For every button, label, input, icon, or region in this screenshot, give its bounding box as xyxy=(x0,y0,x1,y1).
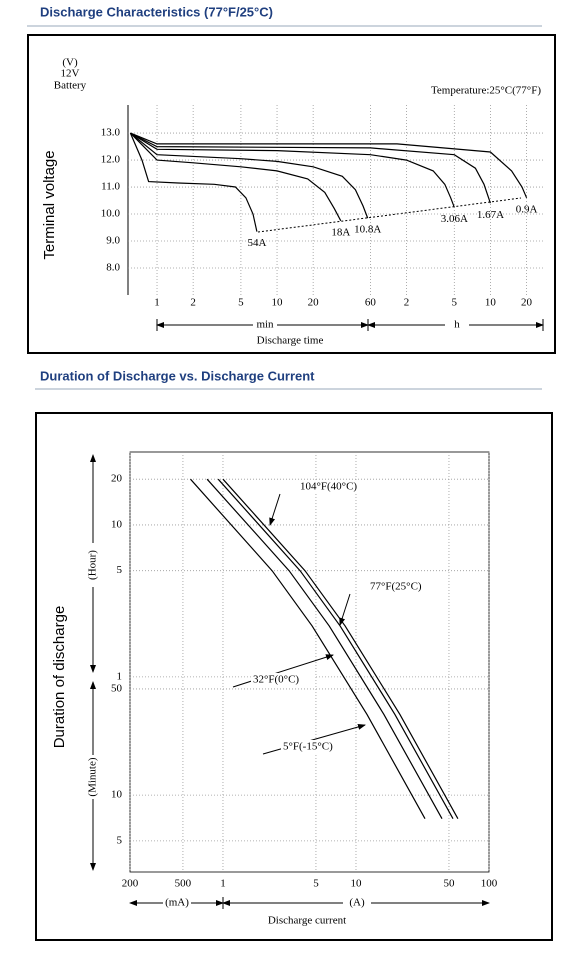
series-label: 77°F(25°C) xyxy=(370,581,422,593)
chart-title: Duration of Discharge vs. Discharge Curr… xyxy=(40,368,315,383)
curve xyxy=(206,478,443,819)
label-bg xyxy=(253,319,277,331)
label-bg xyxy=(343,897,371,909)
y-tick-label: 1 xyxy=(117,670,123,682)
annotation: (mA) xyxy=(165,897,189,909)
x-axis-title: Discharge current xyxy=(268,915,346,927)
annotation: 12V xyxy=(61,68,80,80)
annotation: h xyxy=(454,319,460,331)
annotation: (Hour) xyxy=(87,550,99,580)
x-tick-label: 200 xyxy=(122,878,139,890)
y-tick-label: 11.0 xyxy=(101,181,120,193)
curve xyxy=(130,132,491,204)
curve xyxy=(222,478,459,819)
y-tick-label: 50 xyxy=(111,682,123,694)
curve xyxy=(130,132,528,199)
x-tick-label: 20 xyxy=(521,297,533,309)
y-tick-label: 10 xyxy=(111,518,123,530)
x-tick-label: 10 xyxy=(485,297,497,309)
y-tick-label: 10 xyxy=(111,789,123,801)
x-tick-label: 100 xyxy=(481,878,498,890)
series-label: 10.8A xyxy=(354,224,381,236)
x-axis-title: Discharge time xyxy=(257,335,324,347)
label-bg xyxy=(87,543,99,587)
label-arrow xyxy=(232,654,334,688)
label-bg xyxy=(368,580,432,594)
x-tick-label: 1 xyxy=(154,297,160,309)
y-tick-label: 5 xyxy=(117,564,123,576)
x-tick-label: 2 xyxy=(404,297,410,309)
annotation: (Minute) xyxy=(87,757,99,796)
label-bg xyxy=(281,740,345,754)
annotation: Battery xyxy=(54,80,87,92)
y-tick-label: 13.0 xyxy=(101,127,121,139)
chart-frame xyxy=(27,34,556,354)
label-bg xyxy=(445,319,469,331)
label-bg xyxy=(87,755,99,799)
label-arrow xyxy=(339,593,351,626)
annotation: Temperature:25°C(77°F) xyxy=(431,85,541,97)
label-bg xyxy=(163,897,191,909)
chart-title: Discharge Characteristics (77°F/25°C) xyxy=(40,4,273,19)
series-label: 104°F(40°C) xyxy=(300,481,357,493)
x-tick-label: 5 xyxy=(452,297,458,309)
y-tick-label: 12.0 xyxy=(101,154,121,166)
label-bg xyxy=(298,480,362,494)
x-tick-label: 10 xyxy=(272,297,284,309)
label-arrow xyxy=(262,724,366,755)
x-tick-label: 2 xyxy=(190,297,196,309)
curve xyxy=(190,478,426,819)
x-tick-label: 50 xyxy=(443,878,455,890)
x-tick-label: 1 xyxy=(220,878,226,890)
label-bg xyxy=(251,673,315,687)
curve xyxy=(130,132,455,208)
annotation: (V) xyxy=(62,57,78,69)
series-label: 1.67A xyxy=(477,209,504,221)
series-label: 5°F(-15°C) xyxy=(283,741,333,753)
x-tick-label: 60 xyxy=(365,297,377,309)
series-label: 54A xyxy=(247,237,266,249)
y-tick-label: 5 xyxy=(117,834,123,846)
y-tick-label: 8.0 xyxy=(106,262,120,274)
series-label: 0.9A xyxy=(516,203,538,215)
x-tick-label: 5 xyxy=(238,297,244,309)
annotation: min xyxy=(256,319,274,331)
y-axis-title: Terminal voltage xyxy=(41,150,58,259)
curve xyxy=(129,132,258,232)
x-tick-label: 500 xyxy=(175,878,192,890)
y-tick-label: 10.0 xyxy=(101,208,121,220)
curve xyxy=(130,132,369,219)
x-tick-label: 20 xyxy=(308,297,320,309)
y-tick-label: 9.0 xyxy=(106,235,120,247)
y-tick-label: 20 xyxy=(111,473,123,485)
x-tick-label: 5 xyxy=(313,878,319,890)
curve xyxy=(129,132,342,222)
x-tick-label: 10 xyxy=(350,878,362,890)
chart-frame xyxy=(35,412,553,941)
y-axis-title: Duration of discharge xyxy=(51,606,68,749)
label-arrow xyxy=(269,493,281,526)
series-label: 18A xyxy=(331,226,350,238)
series-label: 3.06A xyxy=(441,213,468,225)
series-label: 32°F(0°C) xyxy=(253,674,299,686)
end-voltage-line xyxy=(257,197,522,233)
annotation: (A) xyxy=(349,897,365,909)
